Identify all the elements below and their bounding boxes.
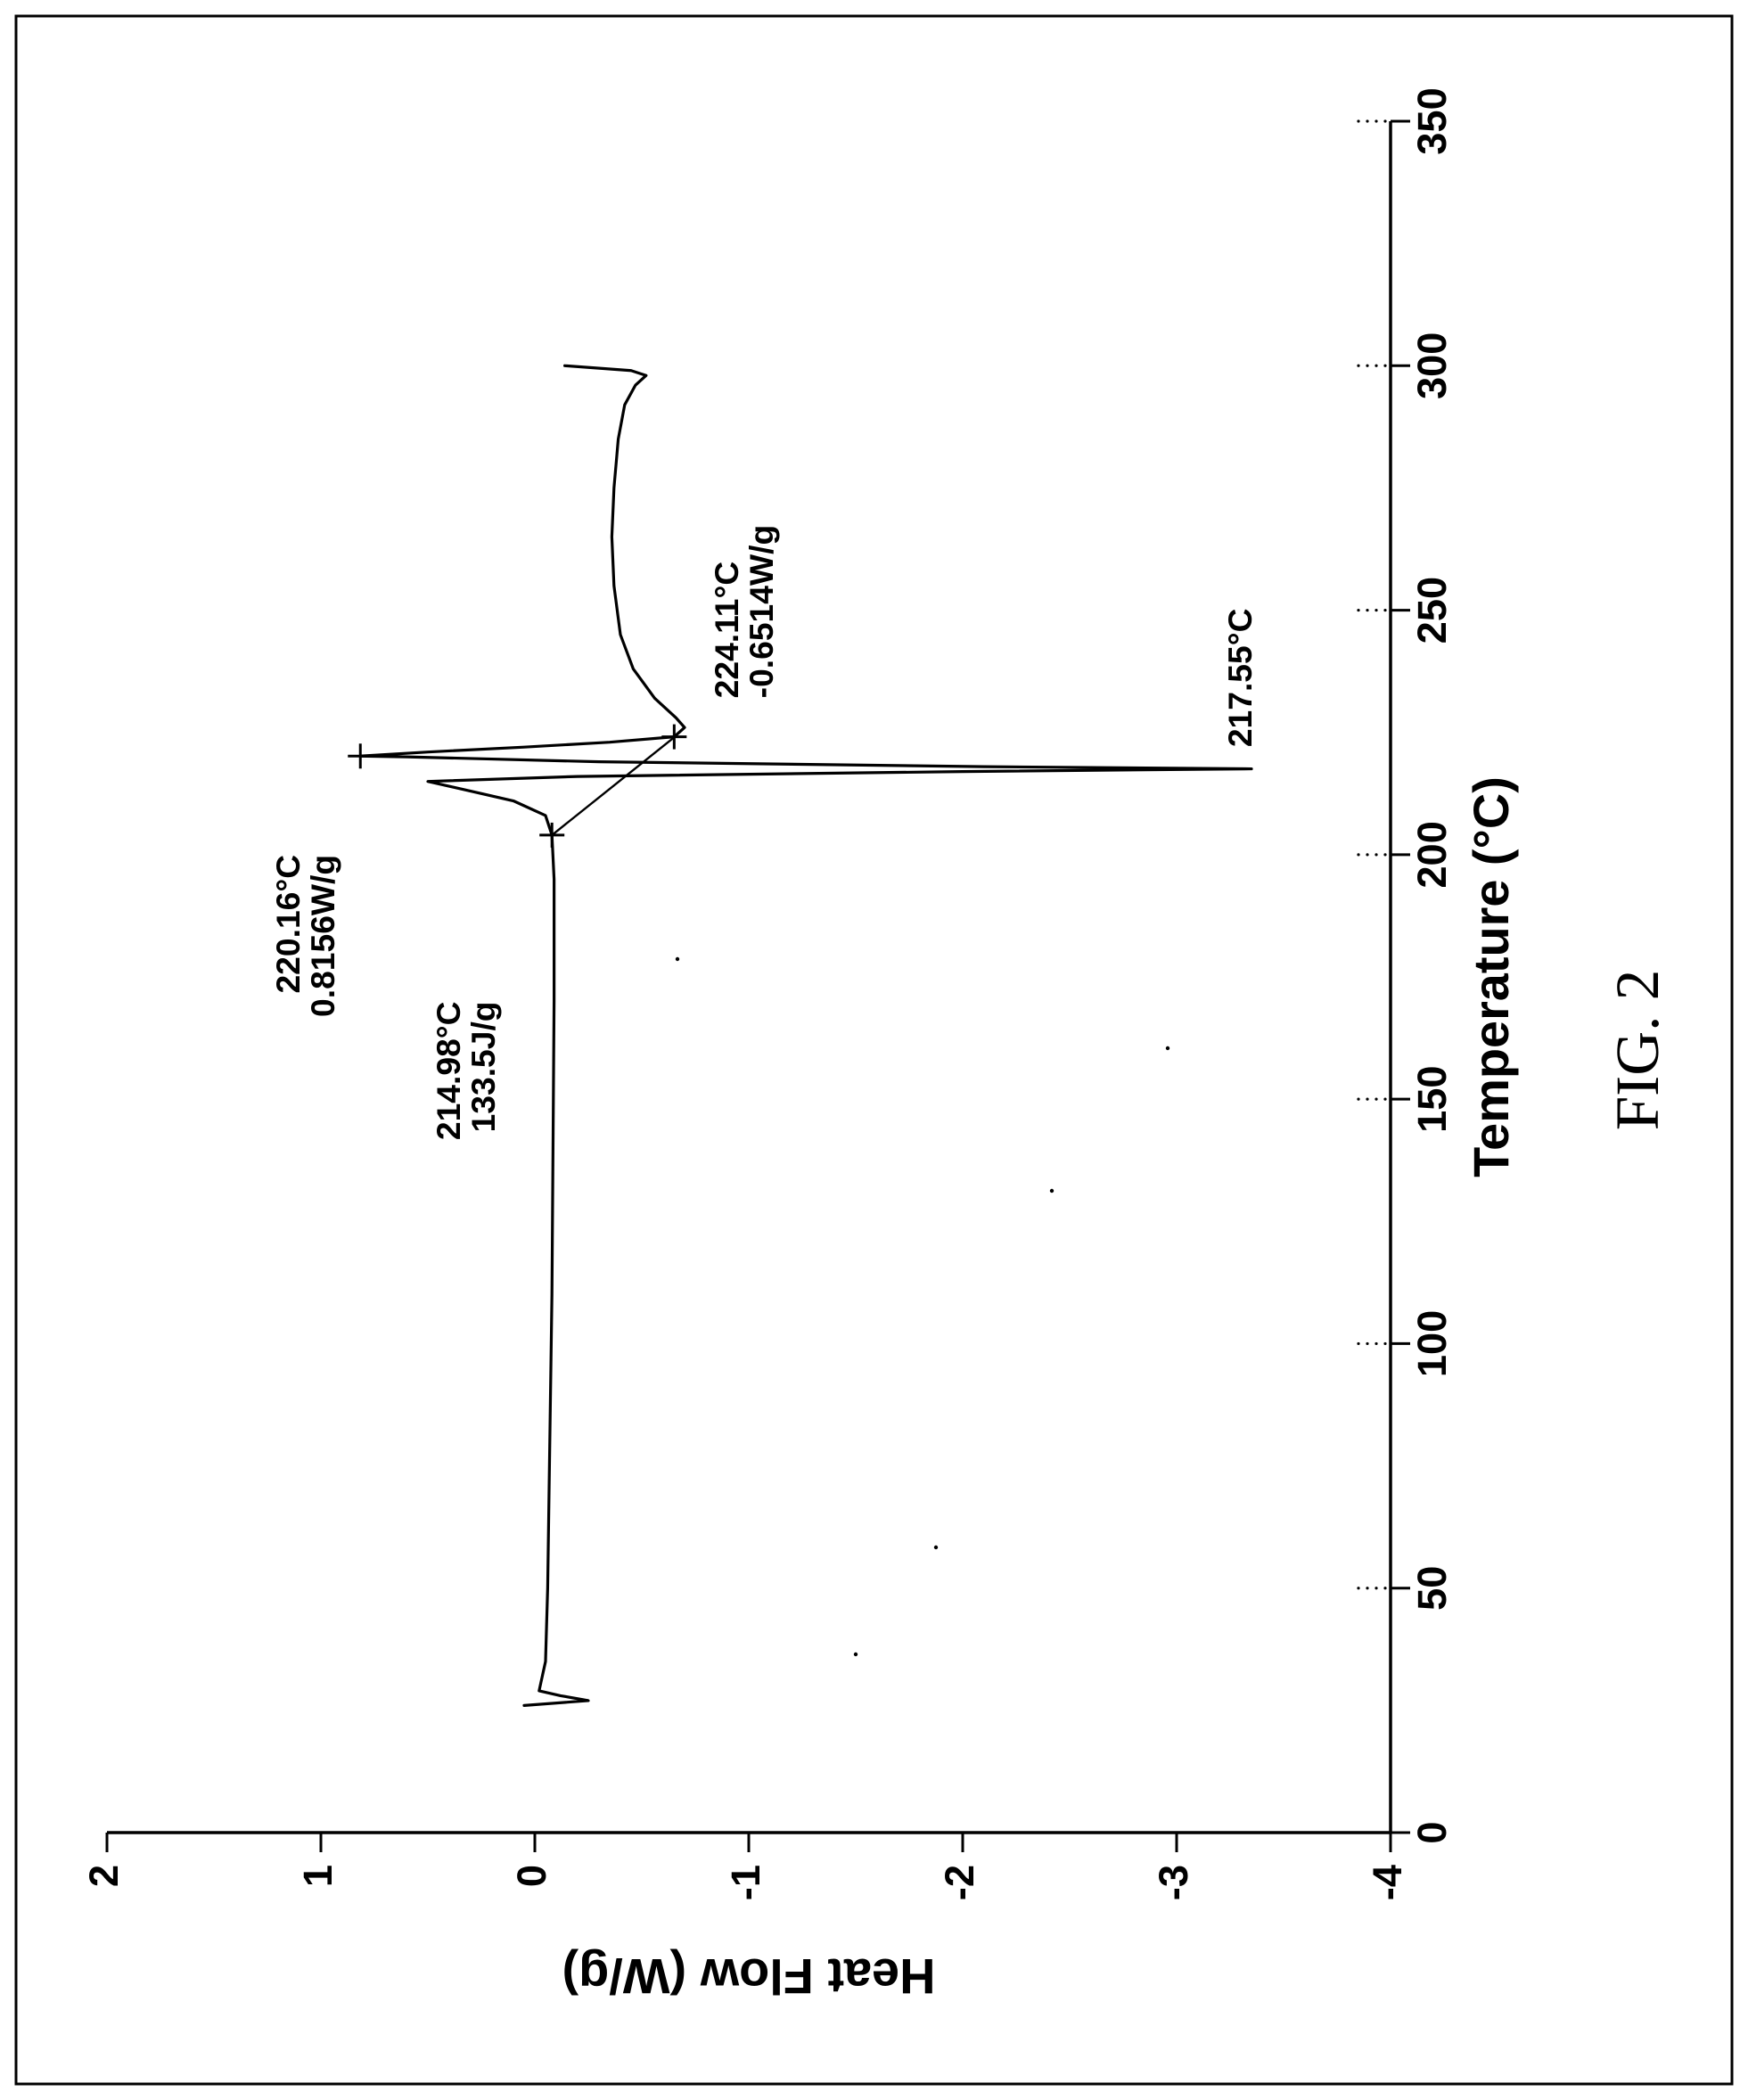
x-guide-dot bbox=[1383, 609, 1386, 611]
x-guide-dot bbox=[1357, 1098, 1359, 1101]
x-guide-dot bbox=[1366, 853, 1368, 856]
x-guide-dot bbox=[1357, 365, 1359, 367]
x-guide-dot bbox=[1375, 119, 1377, 122]
y-tick-label: 0 bbox=[509, 1865, 554, 1887]
speck bbox=[1050, 1189, 1054, 1193]
x-guide-dot bbox=[1383, 119, 1386, 122]
x-tick-label: 0 bbox=[1409, 1821, 1455, 1843]
annotation-text-endomin-0: 224.11°C bbox=[708, 562, 745, 699]
x-guide-dot bbox=[1383, 365, 1386, 367]
annotation-text-exomax-1: 0.8156W/g bbox=[304, 855, 341, 1017]
x-guide-dot bbox=[1375, 1098, 1377, 1101]
x-tick-label: 250 bbox=[1409, 577, 1455, 644]
y-tick-label: 1 bbox=[295, 1865, 341, 1887]
x-guide-dot bbox=[1357, 609, 1359, 611]
x-guide-dot bbox=[1366, 1342, 1368, 1345]
speck bbox=[854, 1653, 858, 1656]
speck bbox=[1166, 1046, 1169, 1050]
annotation-exomax: 220.16°C0.8156W/g bbox=[269, 743, 373, 1017]
x-guide-dot bbox=[1375, 365, 1377, 367]
x-tick-label: 150 bbox=[1409, 1065, 1455, 1132]
x-guide-dot bbox=[1375, 1342, 1377, 1345]
annotation-text-onset-0: 214.98°C bbox=[430, 1001, 467, 1140]
x-guide-dot bbox=[1383, 853, 1386, 856]
x-guide-dot bbox=[1366, 119, 1368, 122]
x-guide-dot bbox=[1366, 609, 1368, 611]
x-tick-label: 100 bbox=[1409, 1310, 1455, 1377]
annotation-endomin: 224.11°C-0.6514W/g bbox=[661, 525, 780, 750]
x-guide-dot bbox=[1357, 853, 1359, 856]
y-tick-label: -3 bbox=[1151, 1865, 1196, 1900]
dsc-chart: 0 50 100 150 200 250 300 350 Temperature (°C) -4 -… bbox=[0, 0, 1748, 2100]
speck bbox=[676, 957, 679, 961]
x-guide-dot bbox=[1375, 853, 1377, 856]
x-guide-dot bbox=[1366, 365, 1368, 367]
x-tick-label: 200 bbox=[1409, 821, 1455, 888]
x-tick-label: 50 bbox=[1409, 1566, 1455, 1611]
speck bbox=[934, 1546, 938, 1549]
x-guide-dot bbox=[1357, 1587, 1359, 1589]
x-guide-dot bbox=[1375, 1587, 1377, 1589]
y-tick-label: -4 bbox=[1365, 1865, 1410, 1900]
x-guide-dot bbox=[1383, 1098, 1386, 1101]
rotated-figure-wrapper: 0 50 100 150 200 250 300 350 Temperature (°C) -4 -… bbox=[0, 0, 1748, 2100]
baseline-construction bbox=[552, 737, 674, 835]
x-guide-dot bbox=[1366, 1587, 1368, 1589]
x-guide-dot bbox=[1357, 119, 1359, 122]
y-tick-label: -1 bbox=[723, 1865, 768, 1900]
x-guide-dot bbox=[1383, 1342, 1386, 1345]
x-guide-dot bbox=[1357, 1342, 1359, 1345]
y-axis-label: Heat Flow (W/g) bbox=[562, 1948, 936, 2005]
x-tick-label: 300 bbox=[1409, 332, 1455, 399]
annotation-peakmin: 217.55°C bbox=[1221, 608, 1259, 747]
annotation-text-endomin-1: -0.6514W/g bbox=[743, 525, 780, 699]
x-tick-label: 350 bbox=[1409, 87, 1455, 154]
page: 0 50 100 150 200 250 300 350 Temperature (°C) -4 -… bbox=[0, 0, 1748, 2100]
x-guide-dot bbox=[1366, 1098, 1368, 1101]
annotation-text-onset-1: 133.5J/g bbox=[464, 1001, 502, 1132]
x-guide-dot bbox=[1383, 1587, 1386, 1589]
annotation-onset: 214.98°C133.5J/g bbox=[430, 823, 564, 1140]
figure-caption: FIG. 2 bbox=[1603, 970, 1671, 1131]
annotation-text-exomax-0: 220.16°C bbox=[269, 855, 307, 994]
y-tick-label: 2 bbox=[81, 1865, 127, 1887]
x-guide-dot bbox=[1375, 609, 1377, 611]
annotation-text-peakmin-0: 217.55°C bbox=[1221, 608, 1259, 747]
y-tick-label: -2 bbox=[937, 1865, 982, 1900]
x-axis-label: Temperature (°C) bbox=[1463, 776, 1519, 1177]
